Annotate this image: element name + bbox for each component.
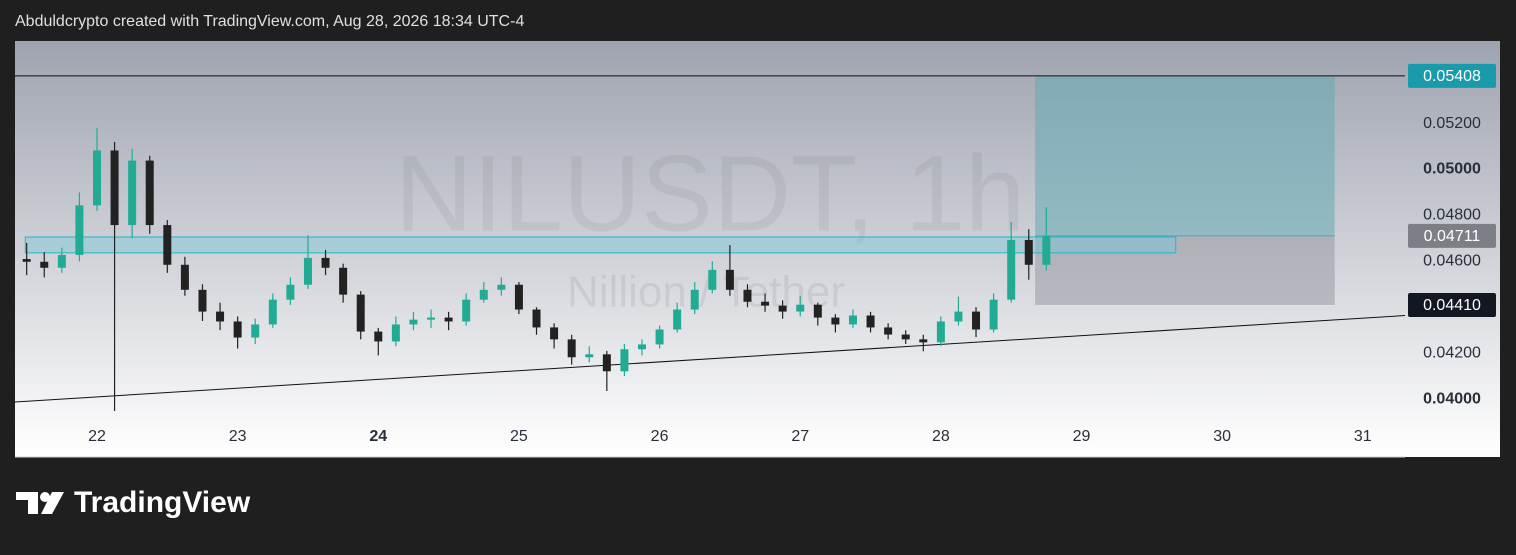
watermark: NILUSDT, 1h xyxy=(395,133,1025,254)
loss-zone xyxy=(1035,235,1335,305)
candle-body xyxy=(233,321,242,338)
candle-body xyxy=(216,311,225,322)
x-tick-label: 24 xyxy=(369,428,387,445)
candle-body xyxy=(725,269,734,290)
candle-body xyxy=(655,329,664,345)
price-tag-label: 0.04711 xyxy=(1424,228,1481,245)
candle-body xyxy=(514,284,523,310)
candle-body xyxy=(145,160,154,226)
x-tick-label: 25 xyxy=(510,428,528,445)
price-tag xyxy=(1408,63,1496,88)
candle-body xyxy=(427,317,436,320)
candle-body xyxy=(567,339,576,358)
candle-body xyxy=(602,354,611,372)
price-tag xyxy=(1408,292,1496,317)
trendline xyxy=(14,315,1406,403)
candle-body xyxy=(374,331,383,342)
y-tick-label: 0.04000 xyxy=(1423,390,1481,407)
candle-body xyxy=(444,317,453,322)
candle-body xyxy=(110,150,119,226)
candle-body xyxy=(462,299,471,322)
candle-body xyxy=(972,311,981,330)
y-tick-label: 0.04200 xyxy=(1423,344,1481,361)
x-tick-label: 26 xyxy=(651,428,669,445)
candle-body xyxy=(198,289,207,312)
x-tick-label: 31 xyxy=(1354,428,1372,445)
x-tick-label: 22 xyxy=(88,428,106,445)
y-tick-label: 0.04800 xyxy=(1423,207,1481,224)
candle-body xyxy=(356,294,365,332)
price-tag-label: 0.05408 xyxy=(1423,68,1481,85)
candle-body xyxy=(339,267,348,295)
candle-body xyxy=(303,257,312,285)
x-tick-label: 28 xyxy=(932,428,950,445)
price-tag-label: 0.04410 xyxy=(1423,297,1481,314)
candle-body xyxy=(620,349,629,372)
candle-body xyxy=(673,309,682,330)
candle-body xyxy=(391,324,400,342)
candle-body xyxy=(532,309,541,328)
candle-body xyxy=(268,299,277,325)
candle-body xyxy=(163,225,172,265)
candle-body xyxy=(92,150,101,206)
candle-body xyxy=(690,289,699,310)
candle-body xyxy=(761,301,770,306)
price-tag xyxy=(1408,223,1496,248)
candle-body xyxy=(128,160,137,226)
candle-body xyxy=(22,259,31,262)
x-tick-label: 27 xyxy=(791,428,809,445)
candle-body xyxy=(1024,239,1033,265)
candle-body xyxy=(321,257,330,268)
candle-body xyxy=(919,339,928,343)
candle-body xyxy=(497,284,506,290)
candle-body xyxy=(57,254,66,268)
x-tick-label: 29 xyxy=(1073,428,1091,445)
candle-body xyxy=(1007,239,1016,300)
header-text: Abduldcrypto created with TradingView.co… xyxy=(15,13,524,30)
candle-body xyxy=(637,344,646,350)
candle-body xyxy=(40,261,49,268)
candle-body xyxy=(954,311,963,322)
candle-body xyxy=(989,299,998,330)
profit-zone xyxy=(1035,75,1335,236)
candle-body xyxy=(848,315,857,325)
candle-body xyxy=(550,327,559,340)
candle-body xyxy=(884,327,893,335)
candle-body xyxy=(866,315,875,328)
candle-body xyxy=(180,264,189,290)
candle-body xyxy=(251,324,260,338)
candle-body xyxy=(936,321,945,343)
y-tick-label: 0.05200 xyxy=(1423,115,1481,132)
candle-body xyxy=(585,354,594,358)
candle-body xyxy=(743,289,752,302)
candle-body xyxy=(708,269,717,290)
candle-body xyxy=(1042,236,1051,265)
candle-body xyxy=(796,304,805,312)
candle-body xyxy=(479,289,488,300)
candle-body xyxy=(901,334,910,340)
candle-body xyxy=(778,305,787,312)
brand-logo xyxy=(16,492,64,514)
brand-name: TradingView xyxy=(74,486,251,519)
candle-body xyxy=(75,205,84,255)
support-zone xyxy=(24,236,1177,254)
x-tick-label: 23 xyxy=(229,428,247,445)
candle-body xyxy=(409,319,418,325)
y-tick-label: 0.04600 xyxy=(1423,253,1481,270)
x-tick-label: 30 xyxy=(1213,428,1231,445)
y-tick-label: 0.05000 xyxy=(1423,161,1481,178)
candle-body xyxy=(813,304,822,318)
candle-body xyxy=(286,284,295,300)
candle-body xyxy=(831,317,840,325)
